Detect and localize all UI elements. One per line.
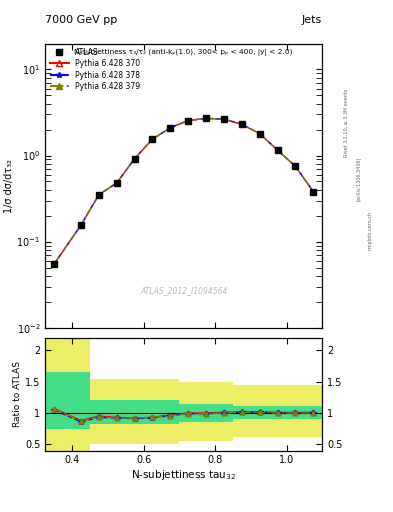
Text: Jets: Jets [302,14,322,25]
Pythia 6.428 379 [114,180,119,186]
Pythia 6.428 378 [96,191,101,198]
Pythia 6.428 370 [257,131,262,137]
Text: N-subjettiness τ₃/τ₂ (anti-kₚ(1.0), 300< pₚ < 400, |y| < 2.0): N-subjettiness τ₃/τ₂ (anti-kₚ(1.0), 300<… [75,49,293,56]
Pythia 6.428 378 [132,156,137,162]
ATLAS [168,125,173,131]
Pythia 6.428 378 [222,116,226,122]
Pythia 6.428 378 [186,117,191,123]
Pythia 6.428 370 [168,125,173,131]
Pythia 6.428 370 [114,180,119,186]
Text: ATLAS_2012_I1094564: ATLAS_2012_I1094564 [140,286,228,295]
ATLAS [132,156,137,162]
ATLAS [186,117,191,123]
Pythia 6.428 379 [186,117,191,123]
Pythia 6.428 370 [222,116,226,122]
Pythia 6.428 379 [168,125,173,131]
Pythia 6.428 379 [222,116,226,122]
Pythia 6.428 379 [275,147,280,154]
ATLAS [114,180,119,186]
ATLAS [239,121,244,127]
Pythia 6.428 370 [311,188,316,195]
ATLAS [150,136,155,142]
Line: Pythia 6.428 370: Pythia 6.428 370 [52,116,316,266]
ATLAS [222,116,226,122]
Pythia 6.428 370 [186,117,191,123]
Pythia 6.428 378 [311,188,316,195]
Pythia 6.428 379 [150,136,155,142]
Text: [arXiv:1306.3436]: [arXiv:1306.3436] [356,157,361,201]
Pythia 6.428 378 [275,147,280,154]
Line: Pythia 6.428 379: Pythia 6.428 379 [52,116,316,266]
ATLAS [52,261,57,267]
Text: 7000 GeV pp: 7000 GeV pp [45,14,118,25]
ATLAS [275,147,280,154]
Pythia 6.428 378 [114,180,119,186]
Pythia 6.428 370 [239,121,244,127]
Pythia 6.428 370 [275,147,280,154]
Pythia 6.428 378 [293,163,298,169]
Pythia 6.428 378 [150,136,155,142]
Pythia 6.428 379 [293,163,298,169]
ATLAS [96,191,101,198]
Text: Rivet 3.1.10, ≥ 3.3M events: Rivet 3.1.10, ≥ 3.3M events [344,89,349,157]
Line: Pythia 6.428 378: Pythia 6.428 378 [51,116,316,267]
Text: mcplots.cern.ch: mcplots.cern.ch [367,211,373,250]
Pythia 6.428 379 [132,156,137,162]
Pythia 6.428 378 [204,115,208,121]
Pythia 6.428 370 [150,136,155,142]
Pythia 6.428 370 [132,156,137,162]
Pythia 6.428 379 [311,188,316,195]
ATLAS [257,131,262,137]
Pythia 6.428 370 [204,115,208,121]
ATLAS [311,188,316,195]
Pythia 6.428 378 [52,261,57,267]
Pythia 6.428 370 [52,261,57,267]
Y-axis label: 1/σ dσ/dτ₃₂: 1/σ dσ/dτ₃₂ [4,159,14,212]
X-axis label: N-subjettiness tau$_{32}$: N-subjettiness tau$_{32}$ [131,468,236,482]
Pythia 6.428 379 [257,131,262,137]
Pythia 6.428 378 [79,222,83,228]
Y-axis label: Ratio to ATLAS: Ratio to ATLAS [13,361,22,427]
Pythia 6.428 379 [79,222,83,228]
Legend: ATLAS, Pythia 6.428 370, Pythia 6.428 378, Pythia 6.428 379: ATLAS, Pythia 6.428 370, Pythia 6.428 37… [48,46,142,93]
Pythia 6.428 378 [257,131,262,137]
Pythia 6.428 379 [204,115,208,121]
ATLAS [293,163,298,169]
Pythia 6.428 370 [293,163,298,169]
ATLAS [79,222,83,228]
Line: ATLAS: ATLAS [51,116,316,267]
Pythia 6.428 370 [79,222,83,228]
Pythia 6.428 378 [168,125,173,131]
Pythia 6.428 379 [96,191,101,198]
Pythia 6.428 379 [239,121,244,127]
Pythia 6.428 378 [239,121,244,127]
ATLAS [204,115,208,121]
Pythia 6.428 370 [96,191,101,198]
Pythia 6.428 379 [52,261,57,267]
